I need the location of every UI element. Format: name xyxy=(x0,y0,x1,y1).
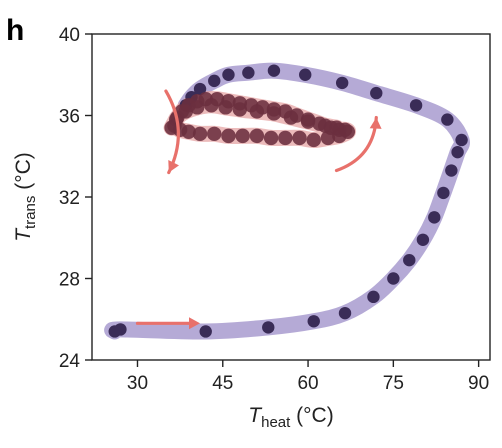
inner-point xyxy=(263,130,279,146)
inner-point xyxy=(278,130,293,146)
outer-point xyxy=(242,66,255,79)
inner-point xyxy=(204,98,219,113)
inner-point xyxy=(207,126,222,142)
outer-point xyxy=(387,272,400,285)
plot-frame xyxy=(91,33,491,361)
x-axis-title-sub: heat xyxy=(261,414,291,431)
y-tick-label: 36 xyxy=(59,107,80,128)
outer-point xyxy=(262,321,275,334)
y-axis-title-unit: (°C) xyxy=(12,152,35,195)
x-axis: 30 45 60 75 90 xyxy=(127,360,489,394)
outer-point xyxy=(409,99,423,112)
plot-clip-area xyxy=(104,62,470,340)
inner-point xyxy=(178,104,194,119)
y-tick-label: 40 xyxy=(59,25,80,46)
y-tick-label: 32 xyxy=(59,188,80,209)
inner-point xyxy=(218,100,233,115)
x-tick-label: 90 xyxy=(468,373,489,394)
direction-arrow-head-3 xyxy=(369,117,382,129)
outer-point xyxy=(307,315,320,328)
x-axis-title-main: T xyxy=(248,404,263,427)
x-tick-label: 45 xyxy=(212,373,233,394)
outer-point xyxy=(222,68,235,81)
direction-arrow-head-2 xyxy=(168,160,179,173)
outer-point xyxy=(114,323,127,336)
outer-point xyxy=(455,133,468,147)
x-axis-title-unit: (°C) xyxy=(290,404,333,427)
outer-point xyxy=(267,64,281,77)
y-axis-title-sub: trans xyxy=(22,196,39,229)
inner-point xyxy=(292,130,307,146)
outer-point xyxy=(403,253,416,267)
inner-point xyxy=(249,104,265,119)
inner-point xyxy=(283,110,299,125)
outer-point xyxy=(441,113,454,126)
inner-point xyxy=(317,118,333,133)
x-tick-label: 60 xyxy=(297,373,318,394)
outer-point xyxy=(299,68,312,81)
inner-point xyxy=(266,106,282,121)
outer-point xyxy=(451,145,464,159)
inner-point xyxy=(221,128,236,144)
y-axis: 24 28 32 36 40 xyxy=(59,25,92,372)
outer-point xyxy=(367,290,380,304)
inner-point xyxy=(306,132,321,148)
inner-point xyxy=(300,114,316,129)
x-axis-title: Theat (°C) xyxy=(248,404,333,431)
outer-point xyxy=(193,82,207,96)
inner-point xyxy=(232,102,248,117)
outer-point xyxy=(199,325,212,338)
y-axis-title-main: T xyxy=(12,227,35,242)
outer-point xyxy=(208,74,221,88)
panel-label: h xyxy=(6,14,24,47)
outer-point xyxy=(428,211,441,224)
inner-point xyxy=(249,128,265,144)
inner-point xyxy=(189,100,205,115)
direction-arrow-head-1 xyxy=(189,317,200,330)
outer-point xyxy=(416,233,430,246)
inner-point xyxy=(329,120,344,135)
inner-point xyxy=(320,130,336,146)
outer-point xyxy=(437,186,450,200)
x-tick-label: 75 xyxy=(383,373,404,394)
outer-point xyxy=(370,86,383,100)
inner-point xyxy=(235,128,250,144)
x-tick-label: 30 xyxy=(127,373,148,394)
outer-point xyxy=(338,306,352,320)
y-axis-title: Ttrans (°C) xyxy=(12,152,39,242)
y-tick-label: 24 xyxy=(59,351,81,372)
y-tick-label: 28 xyxy=(59,270,80,291)
outer-point xyxy=(335,76,349,90)
outer-point xyxy=(445,164,458,177)
inner-point xyxy=(192,126,208,142)
